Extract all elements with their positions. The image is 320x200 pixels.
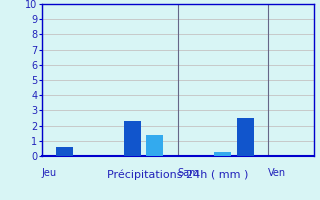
Bar — [56, 147, 73, 156]
Bar — [237, 118, 254, 156]
Text: Ven: Ven — [268, 168, 286, 178]
Bar — [147, 135, 164, 156]
Text: Jeu: Jeu — [42, 168, 57, 178]
Bar — [124, 121, 141, 156]
Bar — [214, 152, 231, 156]
X-axis label: Précipitations 24h ( mm ): Précipitations 24h ( mm ) — [107, 170, 248, 180]
Text: Sam: Sam — [178, 168, 199, 178]
